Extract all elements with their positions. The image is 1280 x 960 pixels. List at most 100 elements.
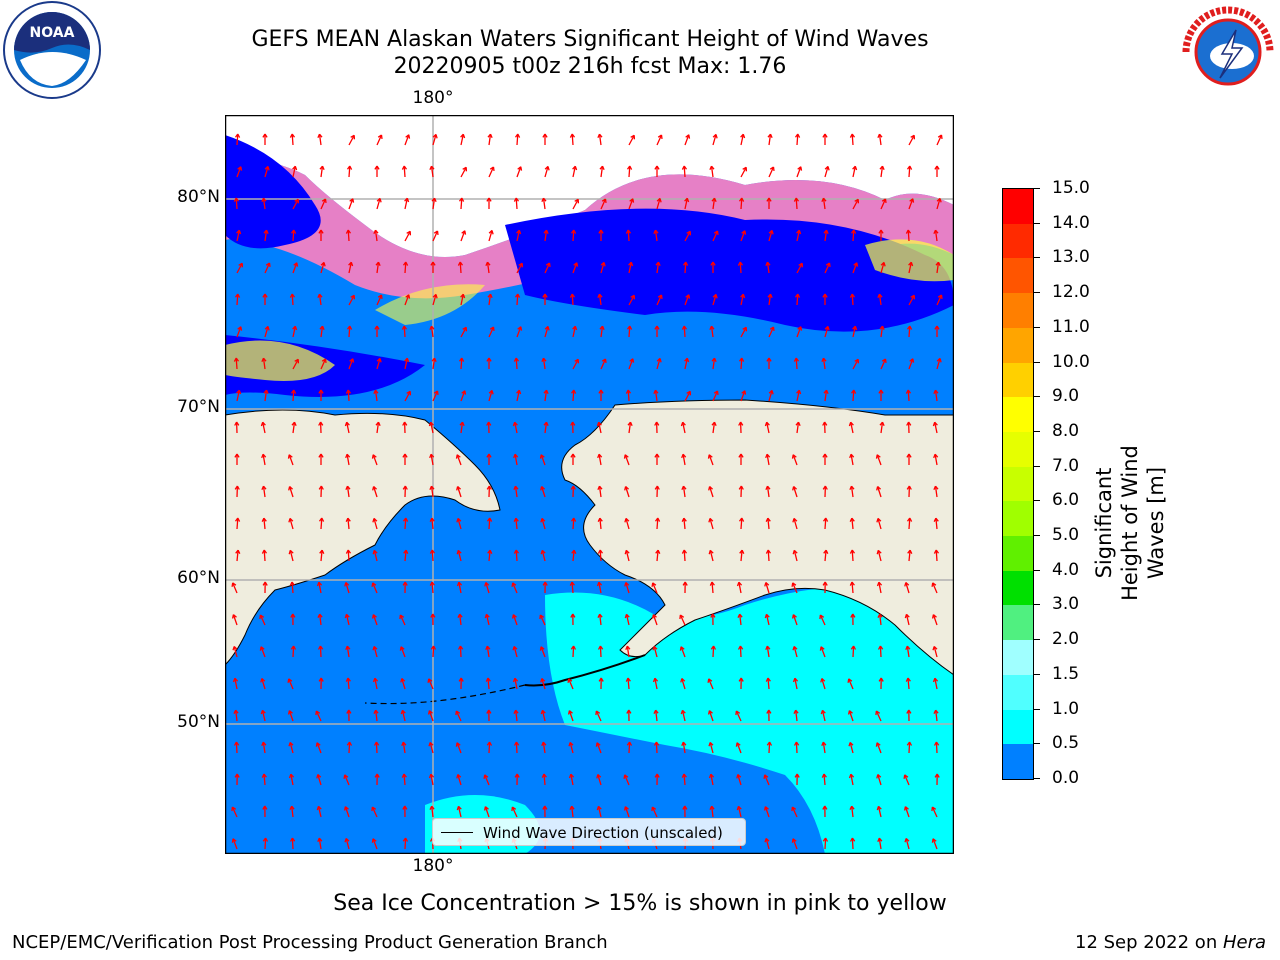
wave-direction-arrow: [347, 677, 350, 690]
wave-direction-arrow: [600, 326, 604, 338]
wave-arrow-head: [764, 421, 770, 427]
wave-arrow-head: [460, 133, 466, 139]
wave-direction-arrow: [544, 422, 548, 434]
wave-arrow-head: [431, 357, 437, 363]
wave-direction-arrow: [572, 389, 575, 402]
wave-arrow-head: [933, 229, 939, 235]
wave-arrow-head: [483, 774, 489, 779]
wave-arrow-head: [599, 325, 605, 331]
wave-arrow-head: [793, 357, 800, 362]
wave-direction-arrow: [540, 454, 546, 466]
wave-direction-arrow: [431, 549, 434, 562]
wave-direction-arrow: [456, 742, 462, 754]
wave-direction-arrow: [320, 326, 324, 338]
wave-direction-arrow: [236, 262, 243, 274]
wave-arrow-head: [318, 485, 324, 490]
wave-arrow-head: [371, 454, 377, 459]
wave-direction-arrow: [765, 614, 770, 626]
wave-arrow-head: [262, 293, 268, 298]
wave-arrow-head: [344, 613, 350, 619]
map-legend: Wind Wave Direction (unscaled): [432, 818, 746, 846]
wave-arrow-head: [630, 294, 636, 300]
wave-direction-arrow: [572, 166, 576, 178]
wave-arrow-head: [601, 358, 607, 363]
wave-arrow-head: [798, 262, 804, 268]
wave-direction-arrow: [792, 838, 798, 850]
wave-arrow-head: [934, 325, 940, 330]
wave-arrow-head: [316, 581, 323, 587]
wave-arrow-head: [741, 230, 747, 235]
wave-direction-arrow: [852, 166, 856, 178]
wave-arrow-head: [766, 709, 772, 714]
legend-label: Wind Wave Direction (unscaled): [483, 824, 723, 842]
wave-direction-arrow: [682, 486, 686, 498]
wave-arrow-head: [625, 645, 631, 651]
wave-arrow-head: [906, 165, 913, 170]
wave-direction-arrow: [766, 262, 770, 274]
wave-arrow-head: [456, 486, 462, 491]
colorbar-tick: [1034, 743, 1040, 745]
wave-arrow-head: [541, 741, 547, 747]
wave-direction-arrow: [460, 422, 464, 434]
wave-direction-arrow: [936, 358, 941, 370]
wave-direction-arrow: [795, 197, 798, 210]
wave-arrow-head: [738, 453, 744, 458]
wave-direction-arrow: [235, 197, 238, 210]
wave-arrow-head: [850, 229, 857, 234]
wave-arrow-head: [371, 838, 377, 843]
wave-direction-arrow: [653, 646, 658, 658]
wave-arrow-head: [456, 549, 462, 555]
lat-label-70: 70°N: [177, 397, 220, 417]
wave-direction-arrow: [232, 582, 238, 594]
wave-arrow-head: [738, 677, 744, 682]
wave-arrow-head: [350, 134, 356, 140]
wave-arrow-head: [879, 421, 885, 427]
wave-arrow-head: [903, 806, 909, 811]
wave-arrow-head: [878, 677, 884, 682]
wave-arrow-head: [849, 485, 855, 491]
wave-arrow-head: [822, 133, 828, 138]
wave-arrow-head: [877, 645, 884, 650]
wave-arrow-head: [933, 741, 940, 746]
wave-arrow-head: [371, 582, 377, 587]
wave-arrow-head: [906, 485, 912, 490]
wave-arrow-head: [712, 133, 718, 139]
wave-arrow-head: [625, 229, 632, 234]
wave-direction-arrow: [373, 550, 378, 562]
wave-arrow-head: [402, 421, 408, 426]
wave-direction-arrow: [292, 262, 298, 274]
wave-direction-arrow: [683, 165, 686, 178]
wave-arrow-head: [739, 549, 745, 554]
wave-arrow-head: [597, 293, 603, 299]
wave-direction-arrow: [515, 549, 518, 562]
wave-arrow-head: [598, 229, 604, 234]
wave-arrow-head: [796, 229, 802, 235]
wave-direction-arrow: [739, 261, 742, 274]
wave-arrow-head: [486, 421, 492, 426]
wave-arrow-head: [375, 261, 381, 267]
colorbar-segment: [1003, 189, 1033, 225]
wave-direction-arrow: [936, 294, 943, 306]
wave-direction-arrow: [488, 326, 495, 338]
wave-arrow-head: [710, 613, 716, 618]
wave-arrow-head: [822, 517, 829, 522]
wave-arrow-head: [679, 614, 685, 620]
wave-arrow-head: [903, 774, 909, 779]
wave-direction-arrow: [292, 229, 295, 242]
wave-arrow-head: [543, 421, 549, 427]
wave-arrow-head: [318, 229, 324, 234]
wave-direction-arrow: [850, 486, 854, 498]
wave-direction-arrow: [347, 549, 350, 562]
wave-arrow-head: [881, 358, 887, 363]
wave-arrow-head: [485, 645, 491, 651]
wave-arrow-head: [291, 421, 297, 427]
wave-arrow-head: [657, 134, 663, 139]
wave-direction-arrow: [682, 422, 686, 434]
wave-arrow-head: [459, 421, 465, 427]
colorbar-segment: [1003, 431, 1033, 468]
wave-arrow-head: [875, 454, 881, 459]
wave-arrow-head: [513, 741, 520, 746]
wave-direction-arrow: [291, 133, 294, 146]
wave-arrow-head: [652, 645, 658, 651]
wave-direction-arrow: [404, 261, 407, 274]
